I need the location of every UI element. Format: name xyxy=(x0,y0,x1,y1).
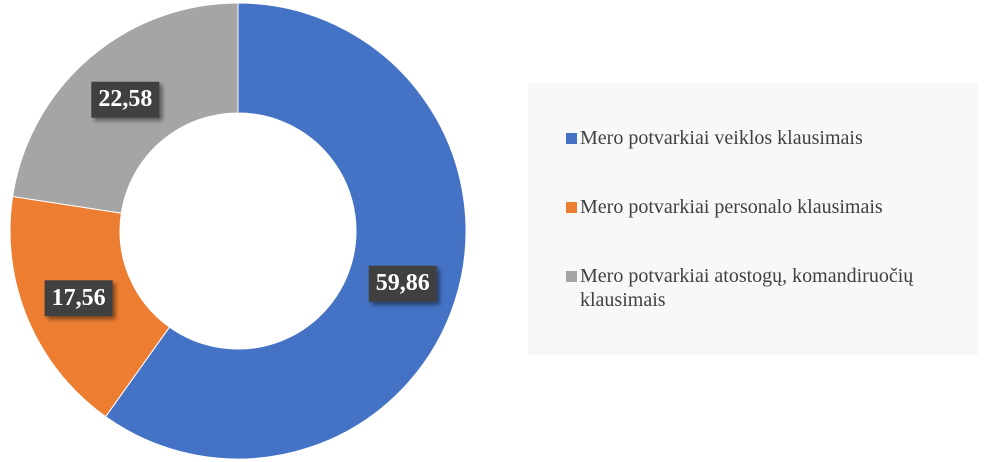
data-label-text: 22,58 xyxy=(98,86,152,112)
data-label: 59,86 xyxy=(368,265,437,302)
data-label-box xyxy=(91,81,160,118)
legend-label: Mero potvarkiai personalo klausimais xyxy=(580,195,883,218)
legend-label: Mero potvarkiai veiklos klausimais xyxy=(580,126,863,149)
donut-segment xyxy=(104,2,467,460)
legend-swatch xyxy=(566,132,577,144)
data-label-box xyxy=(44,280,113,317)
data-label-box xyxy=(368,265,437,302)
legend-entry: Mero potvarkiai personalo klausimais xyxy=(566,195,968,219)
legend-swatch xyxy=(566,271,577,283)
data-label: 22,58 xyxy=(91,81,160,118)
legend-label: Mero potvarkiai atostogų, komandiruočių … xyxy=(580,265,914,312)
legend-swatch xyxy=(566,201,577,213)
data-label-text: 59,86 xyxy=(376,270,430,296)
legend-entry: Mero potvarkiai veiklos klausimais xyxy=(566,126,968,150)
data-label-text: 17,56 xyxy=(52,285,106,311)
legend-entry: Mero potvarkiai atostogų, komandiruočių … xyxy=(566,264,968,312)
data-label: 17,56 xyxy=(44,280,113,317)
legend: Mero potvarkiai veiklos klausimais Mero p… xyxy=(528,83,978,355)
